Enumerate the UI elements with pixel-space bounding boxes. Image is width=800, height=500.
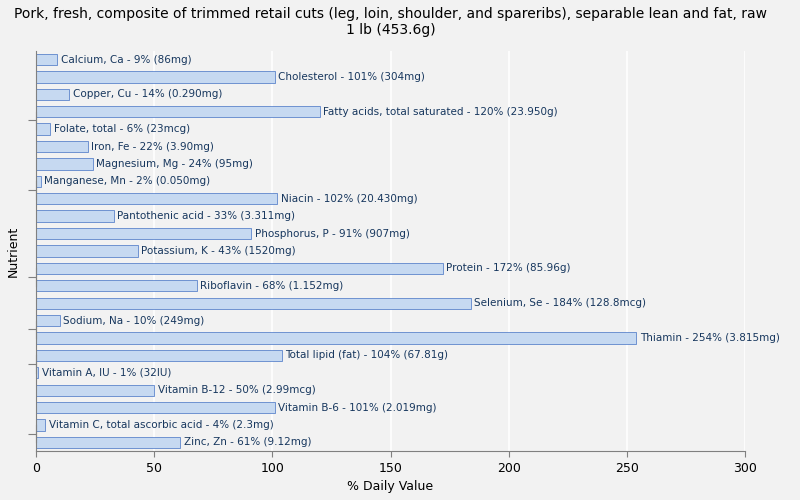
Bar	[36, 193, 277, 204]
Bar	[36, 436, 180, 448]
Text: Iron, Fe - 22% (3.90mg): Iron, Fe - 22% (3.90mg)	[91, 142, 214, 152]
Text: Folate, total - 6% (23mcg): Folate, total - 6% (23mcg)	[54, 124, 190, 134]
Text: Fatty acids, total saturated - 120% (23.950g): Fatty acids, total saturated - 120% (23.…	[323, 106, 558, 117]
Bar	[36, 280, 197, 291]
Text: Phosphorus, P - 91% (907mg): Phosphorus, P - 91% (907mg)	[254, 228, 410, 238]
Text: Sodium, Na - 10% (249mg): Sodium, Na - 10% (249mg)	[63, 316, 204, 326]
Text: Magnesium, Mg - 24% (95mg): Magnesium, Mg - 24% (95mg)	[96, 159, 253, 169]
Text: Riboflavin - 68% (1.152mg): Riboflavin - 68% (1.152mg)	[200, 281, 343, 291]
Bar	[36, 124, 50, 135]
Bar	[36, 141, 88, 152]
Bar	[36, 246, 138, 256]
Text: Copper, Cu - 14% (0.290mg): Copper, Cu - 14% (0.290mg)	[73, 90, 222, 100]
Text: Protein - 172% (85.96g): Protein - 172% (85.96g)	[446, 264, 570, 274]
Bar	[36, 158, 93, 170]
Bar	[36, 72, 274, 83]
Text: Potassium, K - 43% (1520mg): Potassium, K - 43% (1520mg)	[141, 246, 296, 256]
Text: Manganese, Mn - 2% (0.050mg): Manganese, Mn - 2% (0.050mg)	[44, 176, 210, 186]
Bar	[36, 106, 320, 118]
Bar	[36, 332, 636, 344]
Bar	[36, 402, 274, 413]
Text: Vitamin A, IU - 1% (32IU): Vitamin A, IU - 1% (32IU)	[42, 368, 171, 378]
Text: Niacin - 102% (20.430mg): Niacin - 102% (20.430mg)	[281, 194, 418, 203]
Text: Total lipid (fat) - 104% (67.81g): Total lipid (fat) - 104% (67.81g)	[286, 350, 448, 360]
Bar	[36, 54, 57, 65]
Text: Vitamin C, total ascorbic acid - 4% (2.3mg): Vitamin C, total ascorbic acid - 4% (2.3…	[49, 420, 274, 430]
Text: Vitamin B-12 - 50% (2.99mcg): Vitamin B-12 - 50% (2.99mcg)	[158, 385, 315, 395]
Bar	[36, 210, 114, 222]
Text: Pantothenic acid - 33% (3.311mg): Pantothenic acid - 33% (3.311mg)	[118, 211, 295, 221]
Bar	[36, 315, 59, 326]
Title: Pork, fresh, composite of trimmed retail cuts (leg, loin, shoulder, and sparerib: Pork, fresh, composite of trimmed retail…	[14, 7, 767, 37]
Bar	[36, 176, 41, 187]
Text: Vitamin B-6 - 101% (2.019mg): Vitamin B-6 - 101% (2.019mg)	[278, 402, 437, 412]
Bar	[36, 384, 154, 396]
Bar	[36, 367, 38, 378]
Text: Thiamin - 254% (3.815mg): Thiamin - 254% (3.815mg)	[640, 333, 780, 343]
Bar	[36, 262, 442, 274]
X-axis label: % Daily Value: % Daily Value	[347, 480, 434, 493]
Bar	[36, 350, 282, 361]
Text: Calcium, Ca - 9% (86mg): Calcium, Ca - 9% (86mg)	[61, 54, 191, 64]
Text: Cholesterol - 101% (304mg): Cholesterol - 101% (304mg)	[278, 72, 425, 82]
Y-axis label: Nutrient: Nutrient	[7, 226, 20, 276]
Bar	[36, 228, 251, 239]
Bar	[36, 420, 46, 430]
Bar	[36, 88, 69, 100]
Text: Zinc, Zn - 61% (9.12mg): Zinc, Zn - 61% (9.12mg)	[184, 438, 311, 448]
Bar	[36, 298, 471, 309]
Text: Selenium, Se - 184% (128.8mcg): Selenium, Se - 184% (128.8mcg)	[474, 298, 646, 308]
